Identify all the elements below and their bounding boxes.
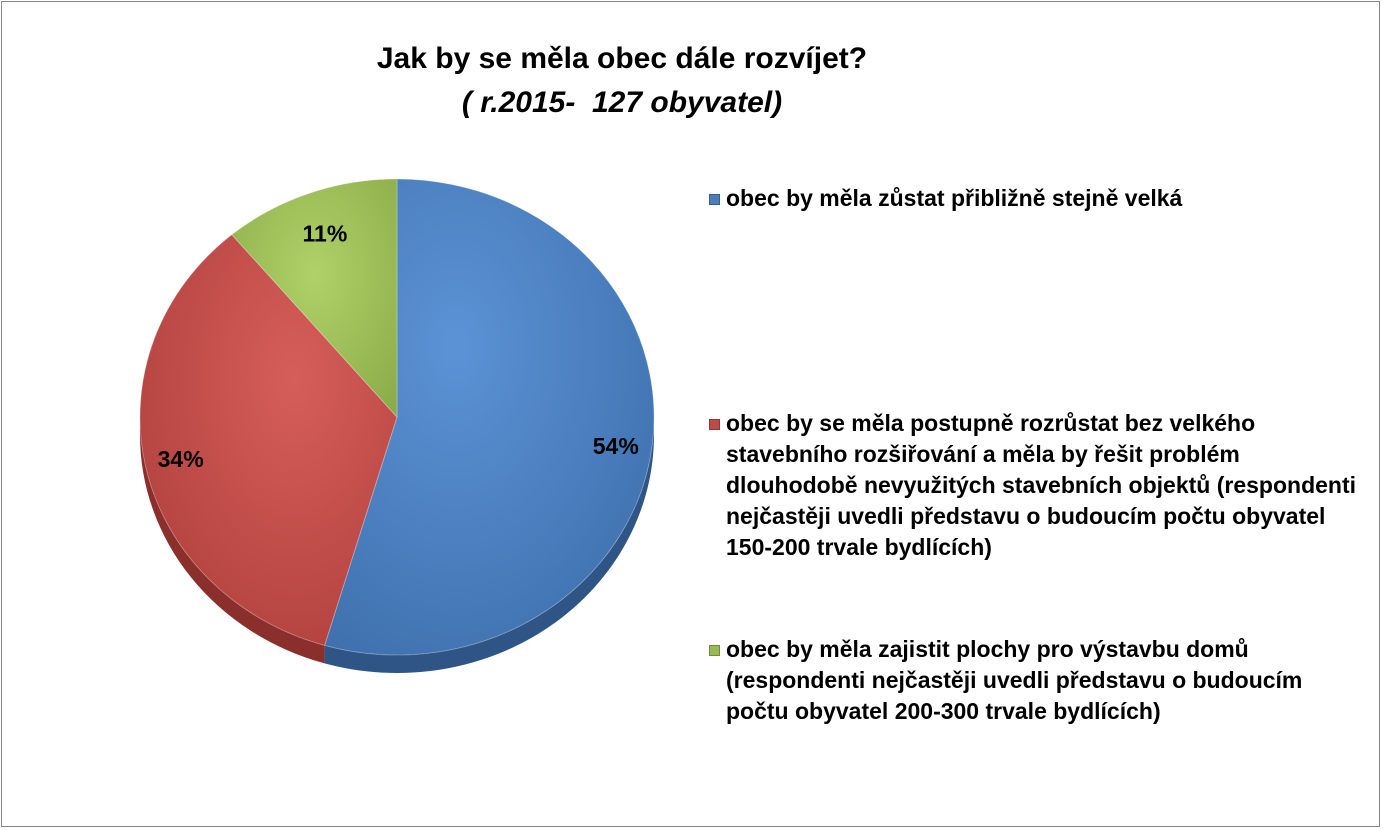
legend-label: obec by měla zůstat přibližně stejně vel…: [726, 185, 1183, 211]
legend-swatch-green: [709, 645, 720, 656]
legend-swatch-blue: [709, 194, 720, 205]
pie-slice: [139, 234, 398, 646]
legend-label: obec by se měla postupně rozrůstat bez v…: [726, 410, 1357, 560]
pie-data-label: 34%: [158, 446, 204, 472]
legend-swatch-red: [709, 419, 720, 430]
chart-subtitle: ( r.2015- 127 obyvatel): [461, 86, 783, 119]
pie-slice: [231, 178, 398, 419]
pie-slice-side: [140, 417, 325, 664]
legend-item-1: obec by měla zůstat přibližně stejně vel…: [709, 183, 1366, 214]
legend-item-3: obec by měla zajistit plochy pro výstavb…: [709, 634, 1366, 727]
legend-item-2: obec by se měla postupně rozrůstat bez v…: [709, 408, 1366, 563]
chart-title: Jak by se měla obec dále rozvíjet?: [376, 42, 868, 75]
pie-slice: [323, 178, 655, 656]
pie-data-label: 11%: [303, 221, 348, 247]
pie-slice-side: [324, 417, 654, 673]
pie-data-label: 54%: [593, 433, 639, 459]
legend-label: obec by měla zajistit plochy pro výstavb…: [726, 636, 1303, 724]
